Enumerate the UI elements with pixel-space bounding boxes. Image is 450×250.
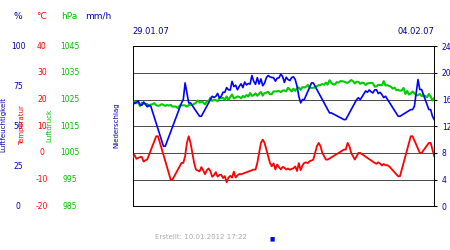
Text: 0: 0 — [16, 202, 20, 211]
Text: 1015: 1015 — [60, 122, 79, 131]
Text: 1045: 1045 — [60, 42, 80, 51]
Text: 50: 50 — [13, 122, 23, 131]
Text: 25: 25 — [13, 162, 23, 171]
Text: 10: 10 — [37, 122, 47, 131]
Text: 20: 20 — [37, 95, 47, 104]
Text: Erstellt: 10.01.2012 17:22: Erstellt: 10.01.2012 17:22 — [155, 234, 247, 240]
Text: 985: 985 — [63, 202, 77, 211]
Text: Luftfeuchtigkeit: Luftfeuchtigkeit — [0, 98, 7, 152]
Text: Temperatur: Temperatur — [18, 105, 25, 145]
Text: Luftdruck: Luftdruck — [46, 108, 53, 142]
Text: 30: 30 — [37, 68, 47, 78]
Text: Niederschlag: Niederschlag — [113, 102, 119, 148]
Text: 995: 995 — [63, 175, 77, 184]
Text: 1005: 1005 — [60, 148, 80, 158]
Text: %: % — [14, 12, 22, 21]
Text: 100: 100 — [11, 42, 25, 51]
Text: ■: ■ — [270, 236, 275, 241]
Text: -20: -20 — [36, 202, 48, 211]
Text: mm/h: mm/h — [85, 12, 111, 21]
Text: 1035: 1035 — [60, 68, 80, 78]
Text: 40: 40 — [37, 42, 47, 51]
Text: -10: -10 — [36, 175, 48, 184]
Text: °C: °C — [36, 12, 47, 21]
Text: hPa: hPa — [62, 12, 78, 21]
Text: 29.01.07: 29.01.07 — [133, 27, 170, 36]
Text: 0: 0 — [40, 148, 44, 158]
Text: 75: 75 — [13, 82, 23, 91]
Text: 04.02.07: 04.02.07 — [397, 27, 434, 36]
Text: 1025: 1025 — [60, 95, 79, 104]
